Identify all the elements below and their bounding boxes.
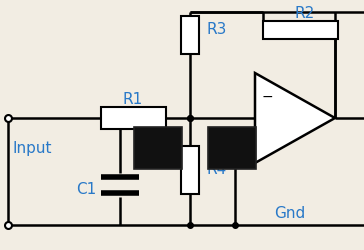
Text: R4: R4: [207, 162, 227, 178]
Text: R3: R3: [207, 22, 228, 38]
Text: Input: Input: [13, 140, 52, 156]
Bar: [134, 127, 182, 169]
Bar: [181, 16, 199, 54]
Text: −: −: [261, 90, 273, 104]
Text: Gnd: Gnd: [274, 206, 306, 220]
Bar: [262, 21, 337, 39]
Text: C1: C1: [76, 182, 96, 198]
Text: R2: R2: [295, 6, 315, 20]
Bar: [208, 127, 256, 169]
Bar: [181, 146, 199, 194]
Text: R1: R1: [123, 92, 143, 106]
Bar: [100, 107, 166, 129]
Polygon shape: [255, 73, 335, 163]
